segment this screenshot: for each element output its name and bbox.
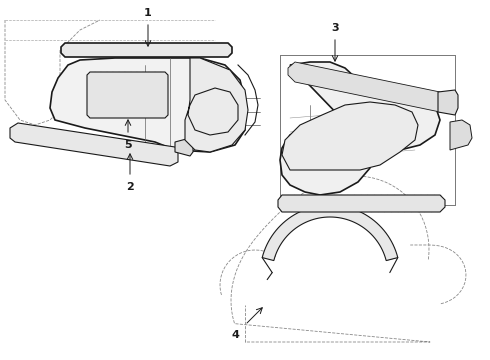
Text: 4: 4 — [231, 330, 239, 340]
Polygon shape — [50, 58, 245, 152]
Text: 3: 3 — [331, 23, 339, 33]
Polygon shape — [280, 62, 440, 195]
Bar — [114, 110, 124, 116]
Polygon shape — [288, 62, 443, 112]
Polygon shape — [87, 72, 168, 118]
Text: 2: 2 — [126, 182, 134, 192]
Text: 5: 5 — [124, 140, 132, 150]
Polygon shape — [262, 205, 398, 261]
Bar — [134, 110, 144, 116]
Polygon shape — [175, 138, 193, 156]
Polygon shape — [10, 123, 178, 166]
Polygon shape — [61, 43, 232, 57]
Bar — [94, 110, 104, 116]
Text: 1: 1 — [144, 8, 152, 18]
Polygon shape — [282, 102, 418, 170]
Polygon shape — [185, 58, 248, 152]
Text: Bc: Bc — [143, 92, 151, 98]
Polygon shape — [438, 90, 458, 115]
Polygon shape — [278, 195, 445, 212]
Polygon shape — [450, 120, 472, 150]
